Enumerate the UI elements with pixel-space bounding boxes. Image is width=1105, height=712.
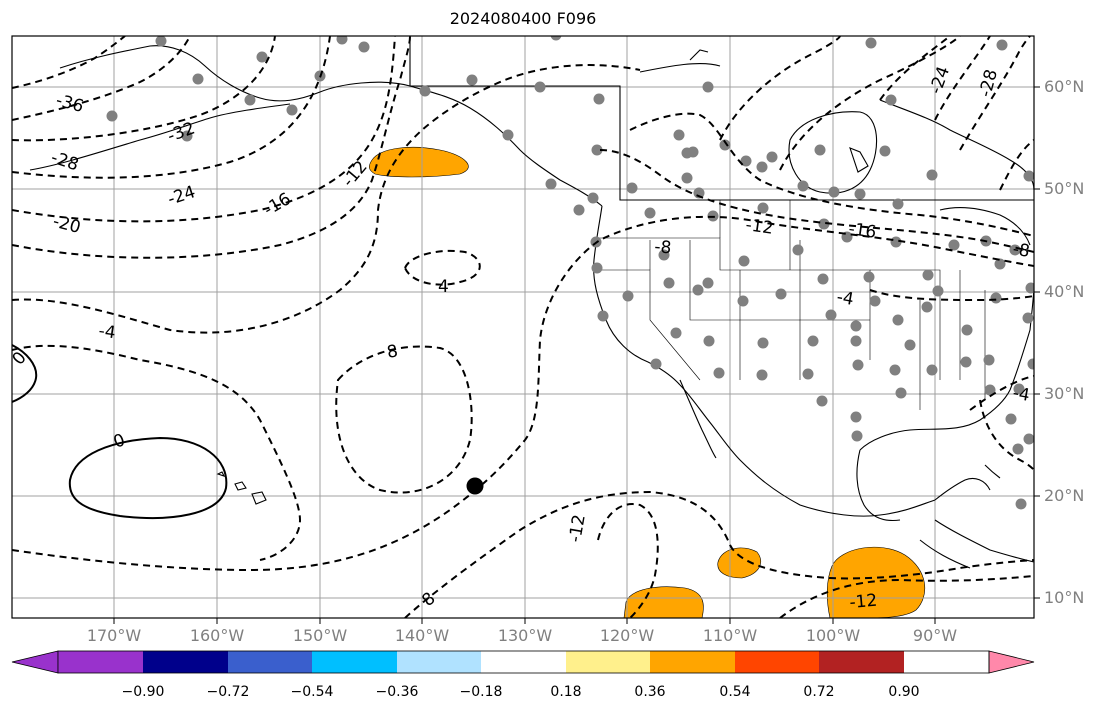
colorbar-tick-label: 0.72 [803, 684, 835, 700]
colorbar-segment [143, 651, 228, 673]
contour-label: -12 [744, 215, 774, 239]
colorbar-frame [57, 650, 990, 674]
longitude-label: 150°W [292, 626, 348, 645]
colorbar-arrow-left [11, 650, 59, 674]
contour-label: -8 [654, 237, 673, 258]
latitude-label: 10°N [1044, 588, 1085, 607]
colorbar-tick-label: 0.54 [719, 684, 751, 700]
contour-label: -12 [565, 513, 590, 544]
contour-label: 4 [438, 277, 449, 297]
colorbar-tick-label: −0.18 [459, 684, 503, 700]
colorbar-segment [481, 651, 566, 673]
longitude-label: 170°W [86, 626, 142, 645]
map-plot-area [12, 36, 1034, 618]
longitude-label: 90°W [912, 626, 958, 645]
latitude-label: 50°N [1044, 179, 1085, 198]
contour-label: -4 [835, 287, 855, 310]
colorbar-tick-label: −0.72 [206, 684, 250, 700]
longitude-label: 140°W [394, 626, 450, 645]
location-marker [466, 477, 484, 495]
colorbar [11, 650, 1035, 674]
contour-label: -8 [1011, 239, 1031, 262]
colorbar-tick-label: −0.90 [121, 684, 165, 700]
colorbar-tick-label: 0.18 [550, 684, 582, 700]
colorbar-segment [735, 651, 819, 673]
colorbar-segment [650, 651, 735, 673]
map-frame [11, 35, 1035, 619]
colorbar-segment [819, 651, 904, 673]
colorbar-tick-label: −0.54 [290, 684, 334, 700]
longitude-label: 100°W [805, 626, 861, 645]
contour-label: 8 [385, 341, 399, 363]
contour-label: -12 [849, 591, 878, 613]
longitude-label: 120°W [599, 626, 655, 645]
colorbar-segment [228, 651, 312, 673]
latitude-label: 40°N [1044, 282, 1085, 301]
contour-label: -4 [97, 321, 117, 343]
colorbar-segment [397, 651, 481, 673]
longitude-label: 130°W [497, 626, 553, 645]
colorbar-tick-label: −0.36 [375, 684, 419, 700]
longitude-label: 160°W [189, 626, 245, 645]
state-borders [596, 200, 986, 410]
graticule [12, 36, 1034, 618]
tick-marks [113, 86, 1040, 624]
latitude-label: 60°N [1044, 77, 1085, 96]
contour-lines [12, 36, 1034, 618]
map-title: 2024080400 F096 [449, 9, 597, 28]
latitude-label: 30°N [1044, 384, 1085, 403]
latitude-label: 20°N [1044, 486, 1085, 505]
colorbar-arrow-right [988, 650, 1035, 674]
colorbar-tick-label: 0.90 [888, 684, 920, 700]
longitude-label: 110°W [702, 626, 758, 645]
anomaly-fills [369, 146, 926, 618]
contour-label: -16 [847, 219, 877, 243]
contour-label: -4 [1011, 383, 1031, 406]
colorbar-tick-label: 0.36 [634, 684, 666, 700]
colorbar-segment [58, 651, 143, 673]
colorbar-segment [566, 651, 650, 673]
station-dots [106, 36, 1034, 510]
colorbar-segment [312, 651, 397, 673]
